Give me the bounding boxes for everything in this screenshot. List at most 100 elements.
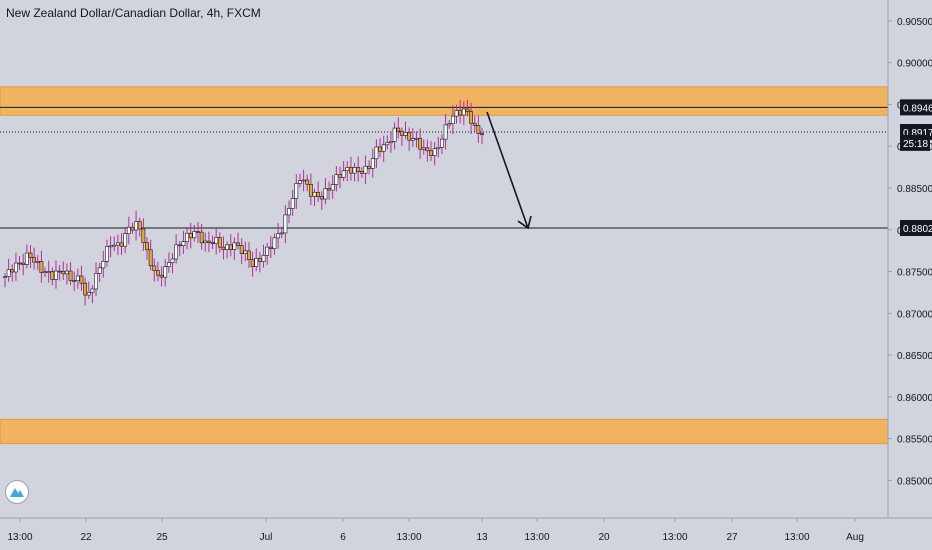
candle-body <box>480 133 484 136</box>
candle-body <box>392 127 397 142</box>
candle-body <box>6 269 11 277</box>
candle-body <box>159 274 164 278</box>
zone-0 <box>0 86 889 116</box>
candle-body <box>83 282 88 296</box>
candle-body <box>108 245 113 248</box>
candle-body <box>276 233 280 239</box>
candle-body <box>440 138 444 148</box>
candle-body <box>152 265 157 271</box>
candle-body <box>323 188 328 200</box>
time-tick-label: Aug <box>846 532 864 543</box>
candle-body <box>217 237 222 248</box>
candle-body <box>203 240 208 244</box>
candle-body <box>458 110 463 116</box>
candle-body <box>261 255 266 262</box>
candle-body <box>68 270 73 281</box>
candle-body <box>54 270 58 280</box>
time-tick-label: 13:00 <box>7 532 32 543</box>
price-tick-label: 0.90000 <box>897 59 932 70</box>
candle-body <box>432 148 437 156</box>
candle-body <box>243 250 248 254</box>
candle-body <box>14 262 18 273</box>
candle-body <box>50 271 55 280</box>
candle-body <box>407 132 412 141</box>
candle-body <box>461 108 466 116</box>
candle-body <box>105 246 109 262</box>
time-tick-label: 22 <box>80 532 92 543</box>
trend-arrow <box>486 111 529 229</box>
candle-body <box>443 124 448 140</box>
candle-body <box>170 258 175 263</box>
candle-body <box>363 165 368 174</box>
candle-body <box>137 221 142 230</box>
price-tick-label: 0.86000 <box>897 393 932 404</box>
candle-body <box>196 231 200 233</box>
candle-body <box>312 191 317 197</box>
price-tick-label: 0.90500 <box>897 17 932 28</box>
candle-body <box>188 232 193 239</box>
candle-body <box>378 146 382 152</box>
price-label-0: 0.89465 <box>903 103 932 114</box>
candle-body <box>414 137 419 140</box>
candle-body <box>421 147 426 150</box>
candle-body <box>156 270 160 276</box>
candle-body <box>250 259 255 267</box>
candle-body <box>185 232 189 243</box>
candle-body <box>101 261 106 269</box>
candle-body <box>119 242 124 247</box>
candle-body <box>370 158 375 169</box>
candle-body <box>308 183 313 197</box>
candle-body <box>21 262 26 265</box>
candle-body <box>410 138 415 141</box>
candle-body <box>399 130 404 136</box>
candle-body <box>476 125 481 134</box>
candle-body <box>374 146 379 160</box>
candle-body <box>145 242 149 251</box>
price-label-2: 25:18 <box>903 139 928 150</box>
candle-body <box>247 250 251 261</box>
candle-body <box>359 171 364 174</box>
candle-body <box>148 249 153 267</box>
candle-body <box>174 244 179 260</box>
candle-body <box>396 127 401 132</box>
candle-body <box>436 146 441 150</box>
candle-body <box>469 111 473 124</box>
chart-title: New Zealand Dollar/Canadian Dollar, 4h, … <box>6 6 261 20</box>
time-tick-label: 27 <box>726 532 738 543</box>
time-tick-label: 20 <box>598 532 610 543</box>
candle-body <box>389 140 393 143</box>
candle-body <box>341 170 346 178</box>
price-label-box <box>900 134 930 151</box>
time-tick-label: 6 <box>340 532 346 543</box>
time-tick-label: 13:00 <box>396 532 421 543</box>
candle-body <box>123 233 128 247</box>
time-tick-label: Jul <box>260 532 273 543</box>
candle-body <box>290 198 295 209</box>
price-tick-label: 0.88500 <box>897 184 932 195</box>
candle-body <box>239 245 244 254</box>
zone-1 <box>0 418 889 445</box>
candle-body <box>199 231 204 244</box>
price-tick-label: 0.86500 <box>897 351 932 362</box>
candle-body <box>268 246 273 249</box>
candle-body <box>349 167 353 174</box>
time-tick-label: 13:00 <box>662 532 687 543</box>
candle-body <box>272 237 277 249</box>
candle-body <box>327 188 331 191</box>
candle-body <box>418 137 422 150</box>
candle-body <box>72 280 77 282</box>
candle-body <box>207 240 211 243</box>
candle-body <box>97 267 102 274</box>
candle-body <box>43 271 47 274</box>
candle-body <box>24 252 29 265</box>
tradingview-logo-icon[interactable] <box>5 480 29 504</box>
candle-body <box>254 257 259 267</box>
candle-body <box>210 242 215 244</box>
candle-body <box>94 273 98 290</box>
candle-body <box>17 262 22 265</box>
candle-body <box>79 275 84 284</box>
candle-body <box>465 108 470 112</box>
